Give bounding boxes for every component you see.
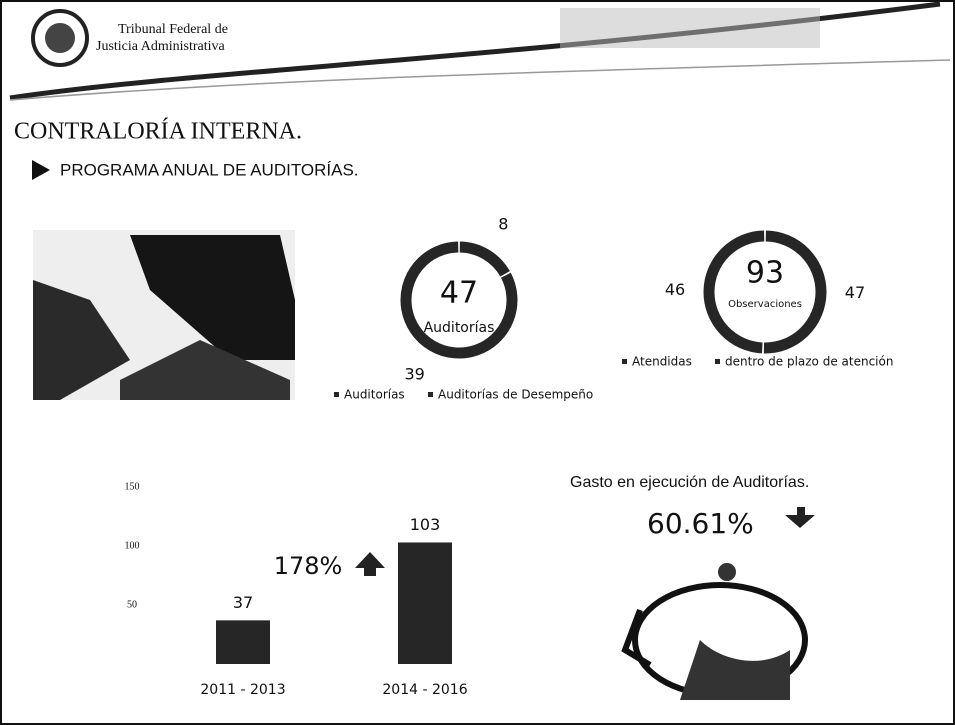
value-label: 103 (410, 515, 441, 534)
donut-total: 47 (440, 276, 478, 311)
value-label: 37 (233, 593, 253, 612)
emblem-center (45, 23, 75, 53)
spending-change: 60.61% (647, 507, 754, 540)
legend-swatch (428, 392, 433, 397)
y-tick-label: 100 (125, 540, 140, 551)
legend-swatch (622, 359, 627, 364)
legend-label: Atendidas (632, 355, 692, 369)
subtitle: PROGRAMA ANUAL DE AUDITORÍAS. (60, 160, 359, 179)
header-texture (560, 8, 820, 48)
org-name: Tribunal Federal de (118, 22, 228, 37)
bar (216, 620, 270, 664)
page-title: CONTRALORÍA INTERNA. (14, 119, 302, 145)
value-label: 47 (845, 283, 865, 302)
photo (33, 230, 295, 400)
value-label: 46 (665, 280, 685, 299)
legend-label: Auditorías de Desempeño (438, 388, 593, 402)
x-tick-label: 2014 - 2016 (382, 682, 467, 698)
x-tick-label: 2011 - 2013 (200, 682, 285, 698)
legend-swatch (334, 392, 339, 397)
org-name: Justicia Administrativa (96, 39, 225, 54)
value-label: 39 (404, 364, 424, 383)
donut-label: Observaciones (728, 299, 802, 310)
spending-title: Gasto en ejecución de Auditorías. (570, 474, 809, 491)
legend-label: dentro de plazo de atención (725, 355, 893, 369)
donut-total: 93 (746, 256, 784, 291)
coin (718, 563, 736, 581)
legend-swatch (715, 359, 720, 364)
legend-label: Auditorías (344, 388, 405, 402)
value-label: 8 (498, 215, 508, 234)
y-tick-label: 50 (127, 599, 137, 610)
slide: Tribunal Federal de Justicia Administrat… (0, 0, 955, 725)
donut-label: Auditorías (424, 320, 495, 336)
y-tick-label: 150 (125, 481, 140, 492)
bar (398, 542, 452, 664)
annotation: 178% (274, 552, 343, 580)
